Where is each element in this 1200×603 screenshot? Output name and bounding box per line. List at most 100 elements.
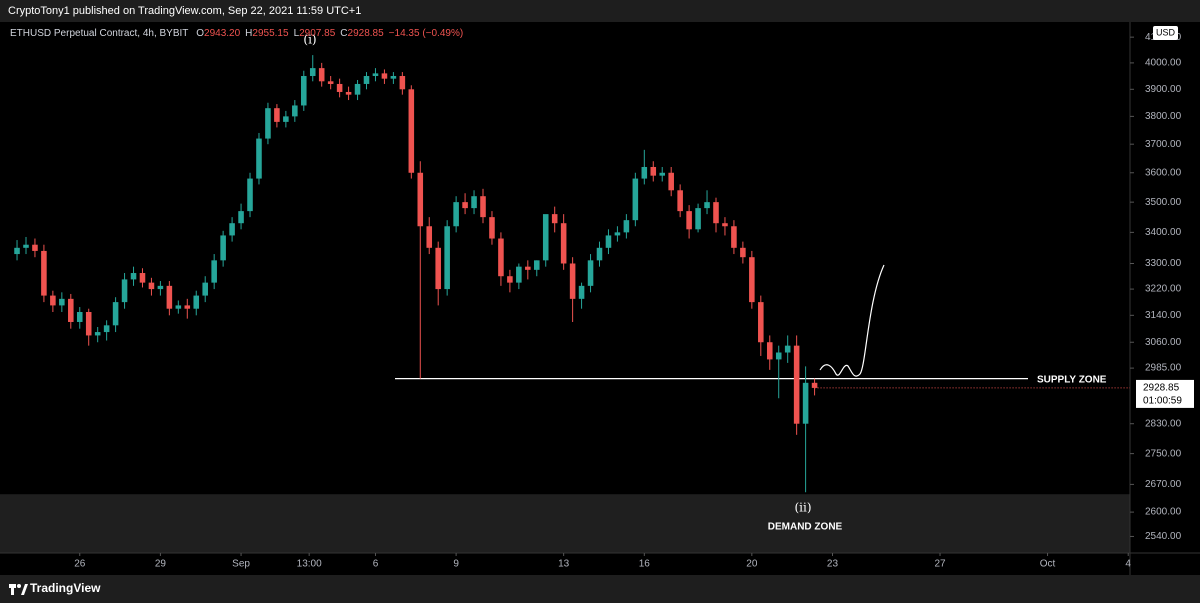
candle-body: [256, 138, 262, 179]
candle-body: [327, 81, 334, 84]
y-tick-label: 3500.00: [1145, 197, 1182, 208]
candle: [498, 232, 504, 286]
currency-label: USD: [1156, 27, 1176, 37]
candle: [193, 290, 200, 316]
candle: [632, 172, 639, 227]
candle: [399, 72, 406, 95]
candle-body: [516, 266, 522, 283]
legend-value: 2943.20: [204, 28, 241, 39]
candle-body: [444, 226, 450, 290]
candle-body: [265, 108, 271, 139]
candle: [23, 236, 29, 255]
candle: [336, 78, 343, 98]
candle-body: [668, 172, 674, 191]
candle: [112, 297, 119, 333]
candle-body: [713, 202, 719, 224]
candle-body: [399, 76, 406, 90]
candle: [641, 149, 648, 185]
y-tick-label: 2670.00: [1145, 479, 1182, 490]
candle-body: [471, 196, 477, 209]
x-tick-label: 27: [934, 559, 946, 570]
candle: [130, 266, 137, 286]
candle: [103, 320, 110, 341]
candle: [372, 68, 379, 82]
candle: [238, 203, 244, 230]
candle-body: [802, 382, 809, 424]
candle-body: [363, 76, 370, 84]
y-tick-label: 3700.00: [1145, 139, 1182, 150]
candle: [247, 172, 253, 218]
candle-body: [32, 244, 38, 251]
legend-value: 2955.15: [252, 28, 289, 39]
candle-body: [148, 282, 155, 290]
candle: [749, 250, 755, 309]
x-tick-label: 20: [746, 559, 758, 570]
candle: [775, 345, 782, 399]
candle: [695, 203, 701, 233]
candle-body: [229, 223, 235, 236]
candle: [560, 214, 567, 270]
countdown: 01:00:59: [1143, 396, 1182, 407]
candle-body: [525, 266, 531, 270]
candle-body: [336, 83, 343, 92]
candle: [578, 282, 585, 309]
candle-body: [130, 273, 137, 280]
candle-body: [722, 223, 728, 227]
candle: [462, 193, 468, 215]
candle: [354, 79, 361, 101]
candle-body: [632, 178, 639, 221]
candle-body: [569, 263, 576, 299]
supply-zone-label: SUPPLY ZONE: [1037, 374, 1107, 385]
candle: [722, 217, 728, 236]
candle: [623, 214, 630, 239]
candle: [220, 230, 226, 267]
candle-body: [85, 312, 92, 336]
candle: [345, 86, 352, 101]
header-bar: [0, 0, 1200, 22]
candle: [32, 238, 38, 258]
candle-body: [139, 273, 146, 283]
x-tick-label: 4: [1125, 559, 1131, 570]
candle: [542, 214, 549, 267]
candle-body: [731, 226, 737, 248]
candle: [596, 241, 603, 267]
candle-body: [775, 352, 782, 360]
x-tick-label: Oct: [1040, 559, 1056, 570]
y-tick-label: 3300.00: [1145, 258, 1182, 269]
candle-body: [453, 202, 459, 227]
candle-body: [220, 235, 226, 261]
candle-body: [641, 166, 648, 179]
candle-body: [686, 211, 692, 230]
candle-body: [551, 214, 558, 224]
candle-body: [94, 332, 101, 336]
legend-value: 2907.85: [299, 28, 336, 39]
candle: [516, 263, 522, 290]
candle-body: [435, 247, 441, 290]
candle-body: [650, 166, 657, 176]
candle: [533, 260, 540, 277]
candle: [41, 244, 47, 303]
candle-body: [318, 68, 325, 82]
candle: [668, 166, 674, 197]
candle: [59, 292, 65, 313]
candle: [309, 55, 316, 82]
candle-body: [659, 172, 666, 176]
candle: [551, 206, 558, 233]
candle-body: [390, 76, 397, 79]
candle: [121, 273, 128, 309]
y-tick-label: 3800.00: [1145, 111, 1182, 122]
x-tick-label: 9: [453, 559, 459, 570]
candle-body: [677, 190, 683, 212]
candle-body: [301, 76, 307, 106]
candle-body: [793, 345, 800, 424]
candle-body: [283, 116, 289, 122]
wave-label: (ii): [794, 501, 811, 515]
candle-body: [175, 305, 182, 309]
header-text: CryptoTony1 published on TradingView.com…: [8, 5, 361, 17]
legend-key: O: [196, 28, 204, 39]
candle-body: [426, 226, 433, 248]
y-tick-label: 2985.00: [1145, 363, 1182, 374]
candle-body: [498, 238, 504, 277]
candle: [14, 240, 20, 261]
